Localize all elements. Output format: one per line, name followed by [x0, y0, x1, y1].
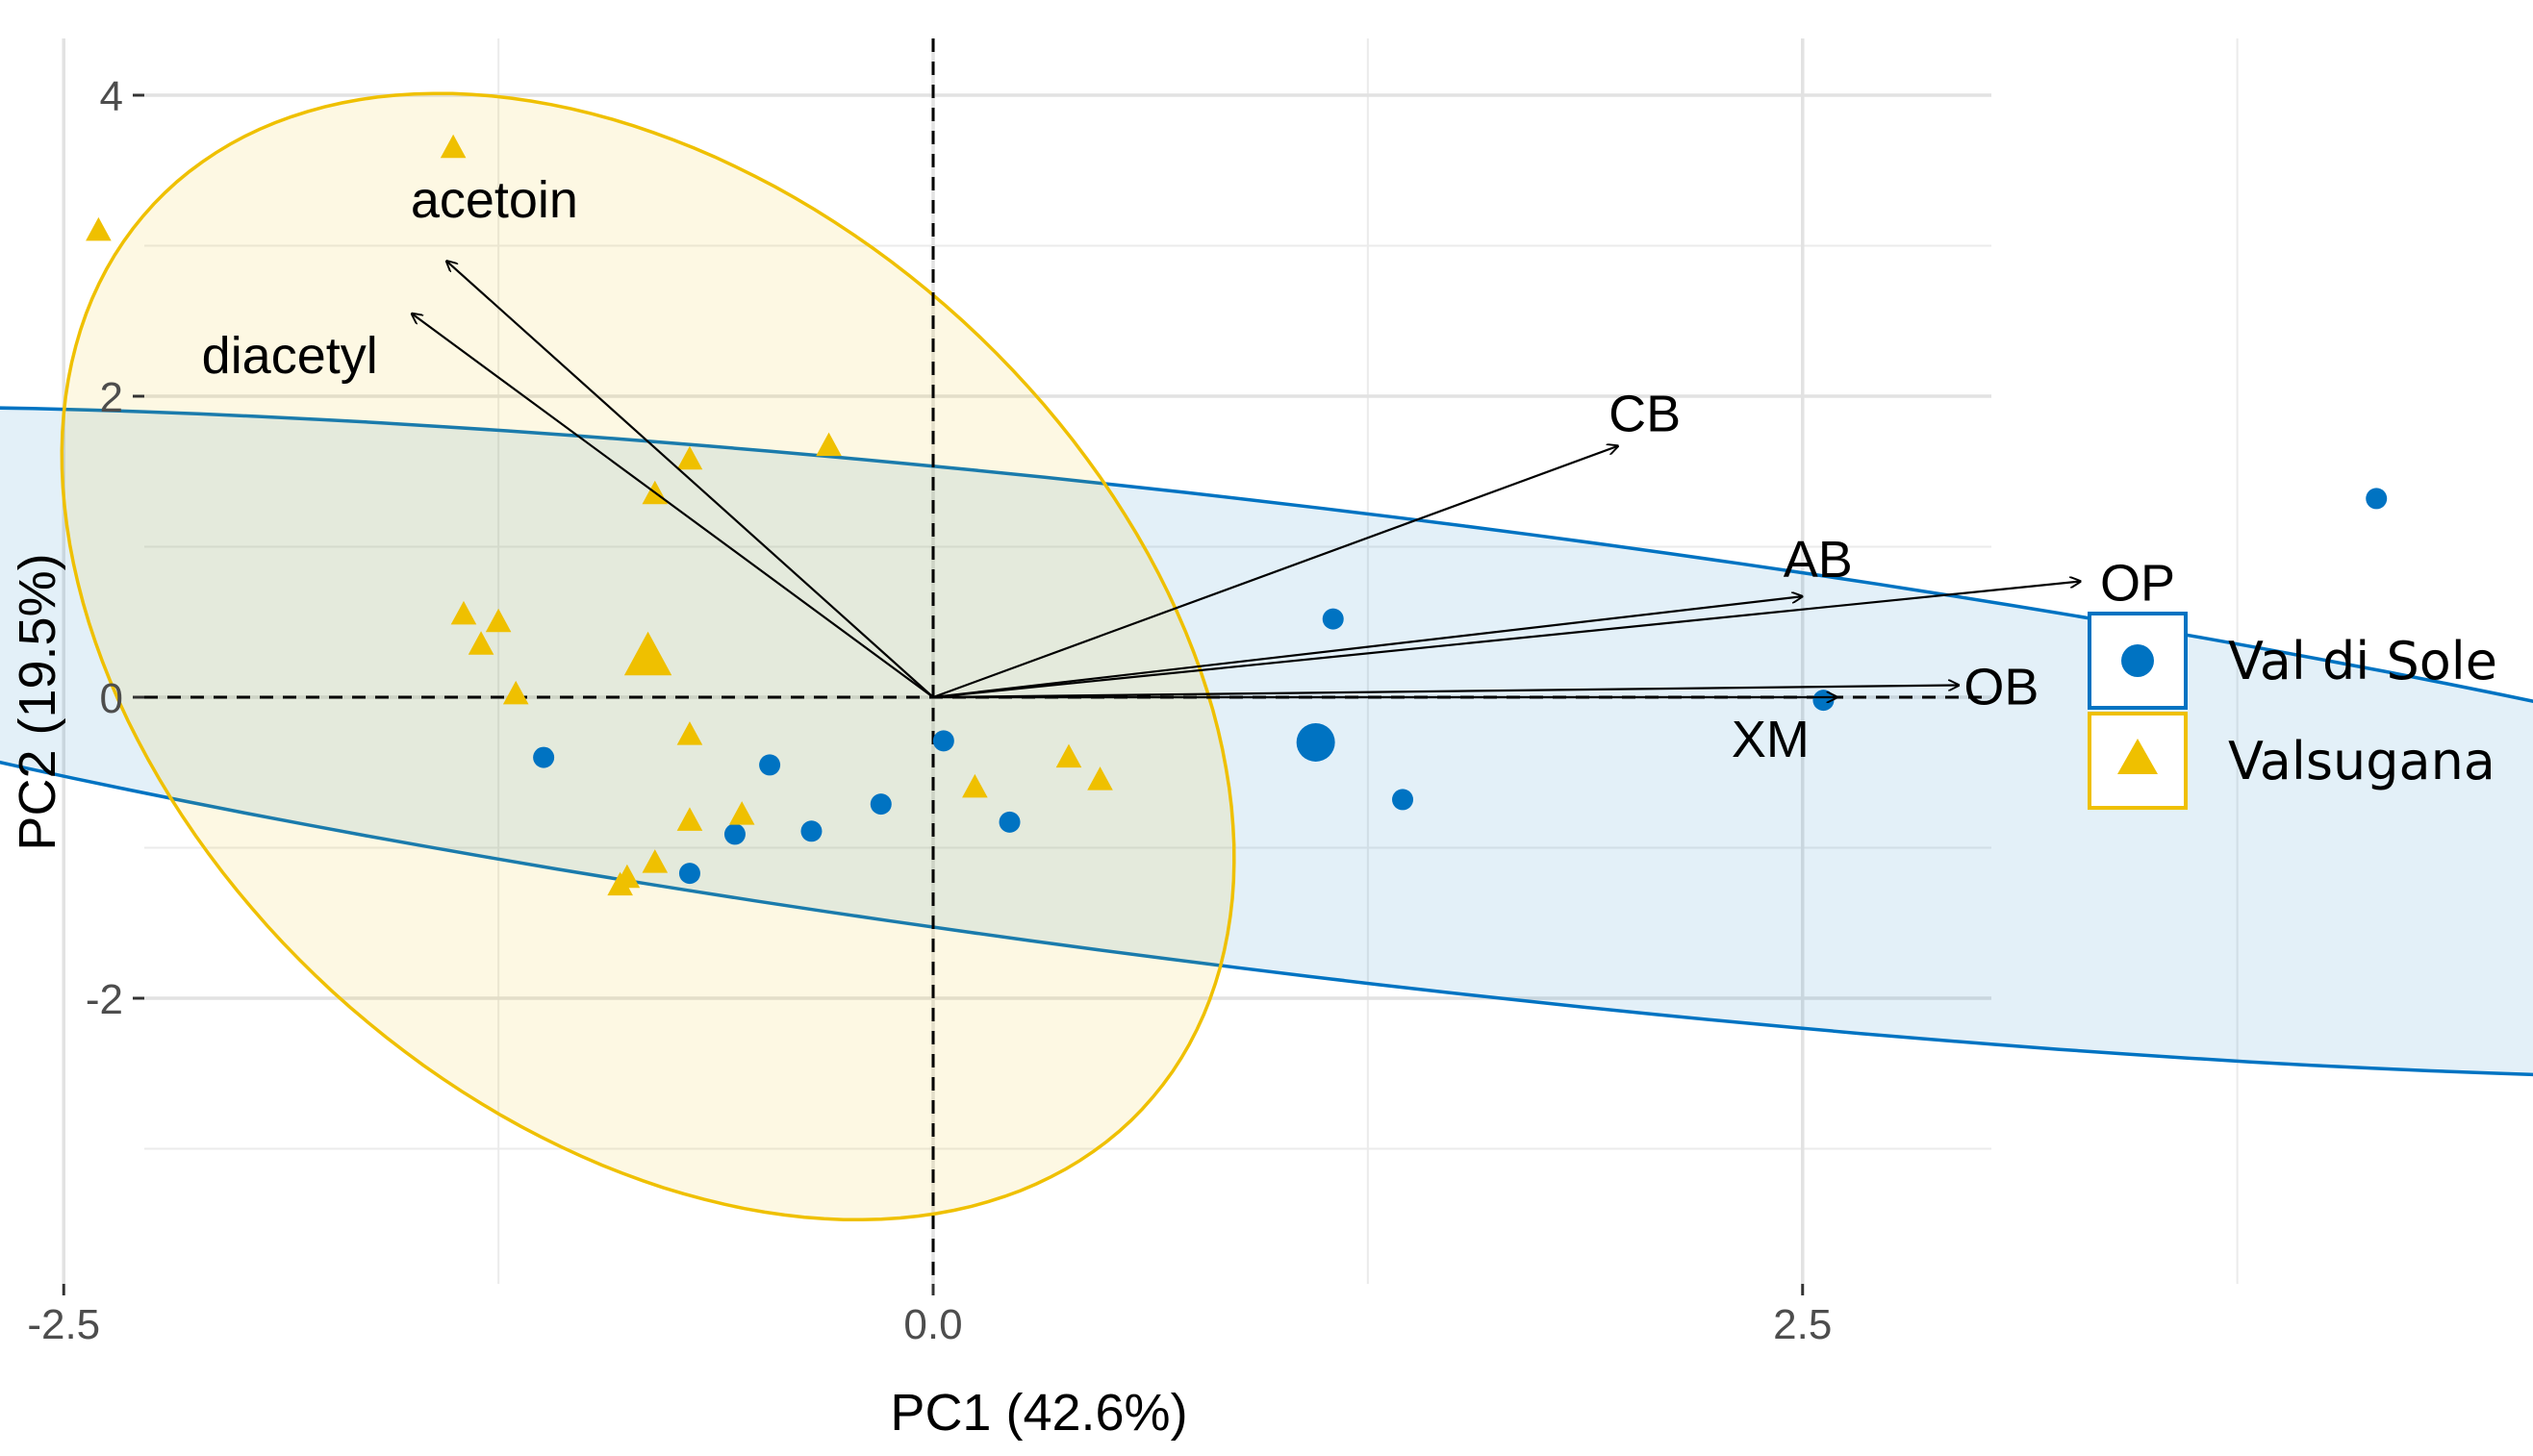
legend-key-valsugana — [2088, 712, 2188, 810]
y-tick-label: 2 — [100, 374, 123, 421]
x-tick-label: -2.5 — [27, 1301, 100, 1348]
loading-label-diacetyl: diacetyl — [202, 327, 378, 385]
loading-label-acetoin: acetoin — [411, 171, 578, 229]
x-axis-title: PC1 (42.6%) — [890, 1384, 1187, 1442]
point-valsugana — [676, 445, 703, 470]
point-val-di-sole — [1392, 789, 1414, 811]
point-valsugana — [962, 773, 988, 798]
point-valsugana — [485, 608, 512, 633]
point-valsugana — [642, 849, 669, 873]
point-valsugana — [440, 134, 467, 159]
y-tick-label: -2 — [86, 976, 123, 1023]
point-val-di-sole — [533, 746, 555, 768]
point-valsugana — [816, 432, 842, 457]
point-val-di-sole — [870, 793, 892, 816]
loading-arrow-ab — [932, 596, 1803, 699]
y-tick-label: 4 — [100, 73, 123, 120]
point-val-di-sole — [678, 863, 700, 885]
point-val-di-sole — [999, 811, 1021, 833]
loading-arrow-cb — [932, 446, 1618, 699]
centroid-val-di-sole — [1296, 722, 1335, 762]
point-val-di-sole — [759, 754, 781, 776]
point-valsugana — [728, 801, 755, 825]
point-valsugana — [1055, 743, 1082, 768]
loading-vectors: acetoin diacetyl CB AB OP OB XM — [202, 171, 2175, 768]
point-valsugana — [86, 216, 112, 241]
point-val-di-sole — [723, 823, 746, 845]
loading-arrow-diacetyl — [412, 314, 934, 698]
legend: Val di Sole Valsugana — [2088, 612, 2497, 810]
loading-arrow-acetoin — [446, 261, 934, 698]
point-valsugana — [676, 807, 703, 831]
loading-label-xm: XM — [1732, 711, 1810, 768]
point-valsugana — [1087, 766, 1113, 791]
loading-label-op: OP — [2100, 554, 2175, 612]
legend-label-val-di-sole: Val di Sole — [2228, 631, 2497, 691]
point-val-di-sole — [932, 730, 954, 752]
point-valsugana — [676, 721, 703, 745]
point-val-di-sole — [1812, 690, 1835, 712]
y-axis-title: PC2 (19.5%) — [9, 553, 66, 850]
legend-marker-circle — [2121, 644, 2154, 677]
x-tick-label: 0.0 — [903, 1301, 962, 1348]
confidence-ellipse-val-di-sole — [0, 406, 2533, 1077]
loading-label-ab: AB — [1784, 531, 1853, 589]
y-tick-label: 0 — [100, 675, 123, 722]
point-val-di-sole — [800, 820, 823, 842]
loading-label-cb: CB — [1608, 386, 1681, 443]
legend-marker-triangle — [2117, 739, 2158, 774]
legend-label-valsugana: Valsugana — [2228, 731, 2495, 791]
loading-arrow-op — [932, 581, 2081, 699]
loading-label-ob: OB — [1963, 658, 2039, 715]
x-tick-label: 2.5 — [1773, 1301, 1832, 1348]
point-valsugana — [502, 680, 529, 705]
loading-arrow-ob — [932, 685, 1959, 699]
point-val-di-sole — [1322, 608, 1344, 630]
point-valsugana — [468, 631, 494, 655]
point-valsugana — [607, 871, 633, 896]
point-valsugana — [450, 600, 477, 625]
centroid-valsugana — [623, 631, 672, 676]
point-val-di-sole — [2366, 488, 2388, 510]
